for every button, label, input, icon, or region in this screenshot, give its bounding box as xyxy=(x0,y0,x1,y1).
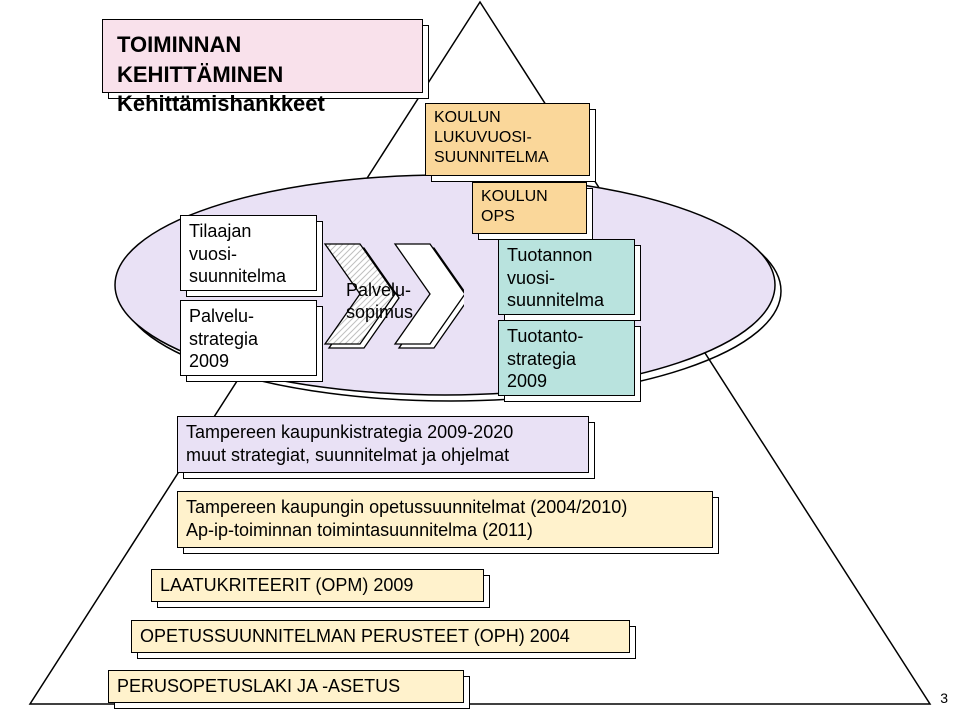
palvelusopimus-text: Palvelu- sopimus xyxy=(346,280,413,323)
tuotanto-box: Tuotanto- strategia 2009 xyxy=(498,320,635,396)
title-box: TOIMINNAN KEHITTÄMINEN Kehittämishankkee… xyxy=(102,19,423,93)
ops-box: KOULUN OPS xyxy=(472,182,587,234)
tuotannon-text: Tuotannon vuosi- suunnitelma xyxy=(507,244,604,312)
laki-text: PERUSOPETUSLAKI JA -ASETUS xyxy=(117,675,400,698)
ops-text: KOULUN OPS xyxy=(481,187,548,227)
palvelustrat-text: Palvelu- strategia 2009 xyxy=(189,305,258,373)
page-number: 3 xyxy=(940,690,948,706)
lukuvuosi-text: KOULUN LUKUVUOSI- SUUNNITELMA xyxy=(434,108,549,168)
tuotannon-box: Tuotannon vuosi- suunnitelma xyxy=(498,239,635,315)
tilaaja-text: Tilaajan vuosi- suunnitelma xyxy=(189,220,286,288)
lukuvuosi-box: KOULUN LUKUVUOSI- SUUNNITELMA xyxy=(425,103,590,176)
palvelustrat-box: Palvelu- strategia 2009 xyxy=(180,300,317,376)
title-line2: Kehittämishankkeet xyxy=(117,89,408,119)
opetus-text: Tampereen kaupungin opetussuunnitelmat (… xyxy=(186,496,627,541)
laki-box: PERUSOPETUSLAKI JA -ASETUS xyxy=(108,670,464,703)
perusteet-box: OPETUSSUUNNITELMAN PERUSTEET (OPH) 2004 xyxy=(131,620,630,653)
kaup-box: Tampereen kaupunkistrategia 2009-2020 mu… xyxy=(177,416,589,473)
palvelusopimus-label: Palvelu- sopimus xyxy=(346,256,466,324)
opetus-box: Tampereen kaupungin opetussuunnitelmat (… xyxy=(177,491,713,548)
kaup-text: Tampereen kaupunkistrategia 2009-2020 mu… xyxy=(186,421,513,466)
perusteet-text: OPETUSSUUNNITELMAN PERUSTEET (OPH) 2004 xyxy=(140,625,570,648)
title-line1: TOIMINNAN KEHITTÄMINEN xyxy=(117,30,408,89)
tuotanto-text: Tuotanto- strategia 2009 xyxy=(507,325,583,393)
laatu-text: LAATUKRITEERIT (OPM) 2009 xyxy=(160,574,413,597)
tilaaja-box: Tilaajan vuosi- suunnitelma xyxy=(180,215,317,291)
laatu-box: LAATUKRITEERIT (OPM) 2009 xyxy=(151,569,484,602)
diagram-slide: TOIMINNAN KEHITTÄMINEN Kehittämishankkee… xyxy=(0,0,960,716)
